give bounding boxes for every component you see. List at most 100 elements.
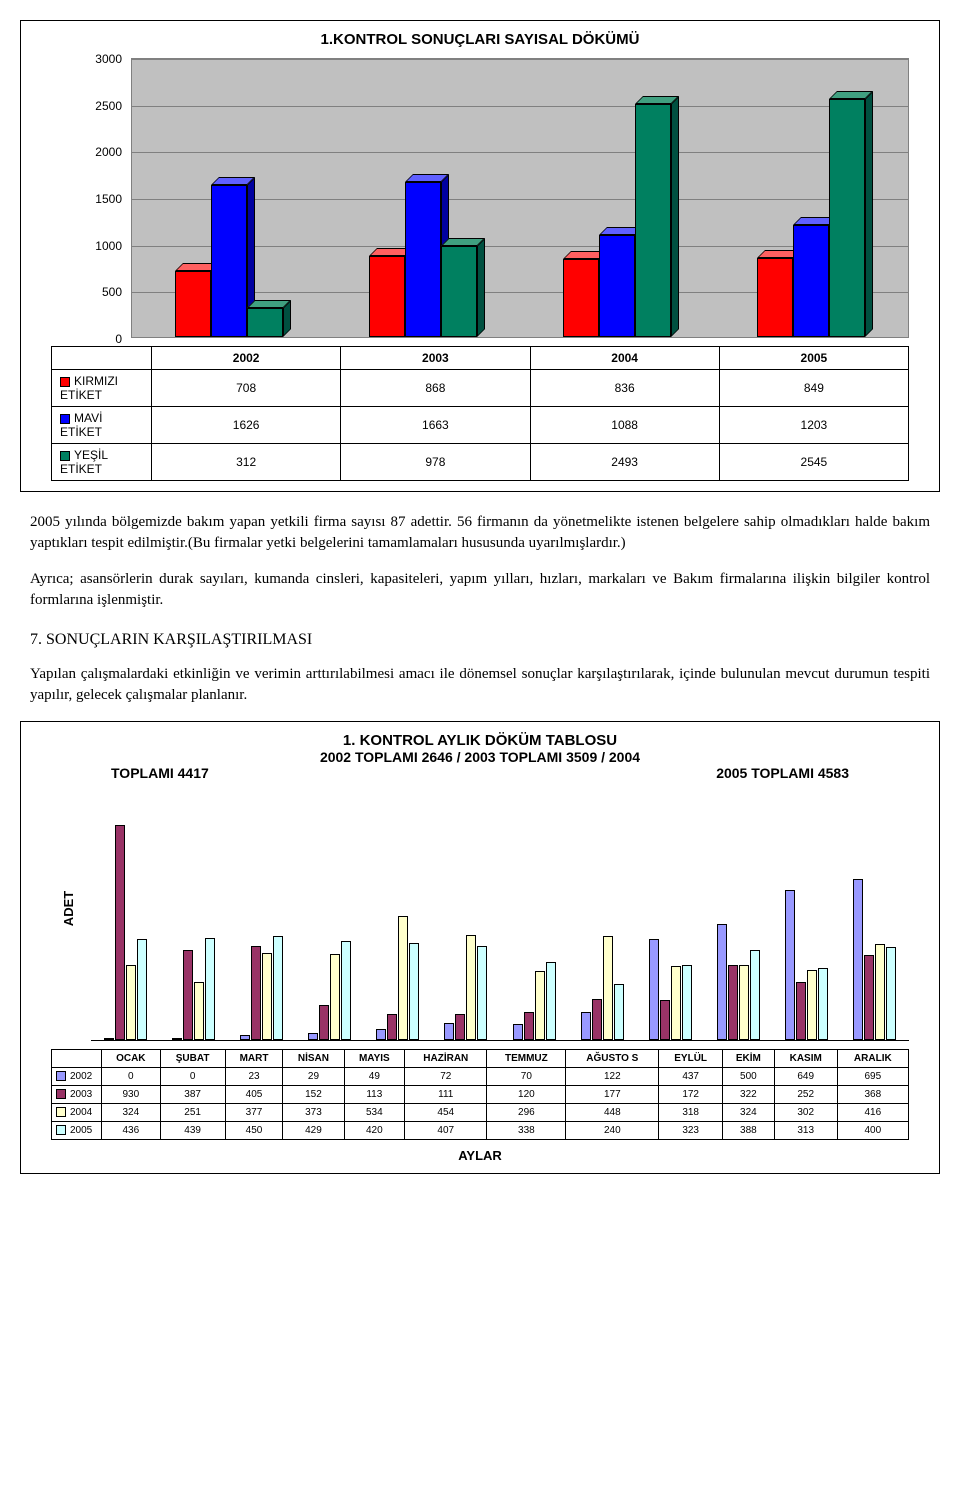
chart2-month-group xyxy=(568,821,636,1040)
chart1-data-table: 2002200320042005KIRMIZI ETİKET7088688368… xyxy=(51,346,909,481)
chart2-container: 1. KONTROL AYLIK DÖKÜM TABLOSU 2002 TOPL… xyxy=(20,721,940,1174)
chart2-bar xyxy=(750,950,760,1040)
chart2-cell: 252 xyxy=(774,1086,837,1104)
chart1-bar xyxy=(175,57,211,337)
chart2-bar xyxy=(864,955,874,1040)
chart2-bar xyxy=(614,984,624,1040)
chart2-cell: 400 xyxy=(837,1122,908,1140)
chart2-bar xyxy=(262,953,272,1040)
chart2-year-label: 2003 xyxy=(70,1089,92,1100)
chart2-month-header: NİSAN xyxy=(283,1050,344,1068)
chart1-year-group xyxy=(714,59,908,337)
chart1-container: 1.KONTROL SONUÇLARI SAYISAL DÖKÜMÜ 05001… xyxy=(20,20,940,492)
chart1-table-year-header: 2004 xyxy=(530,347,719,370)
chart2-bar xyxy=(671,966,681,1040)
chart2-cell: 377 xyxy=(225,1104,283,1122)
paragraph-3: Yapılan çalışmalardaki etkinliğin ve ver… xyxy=(30,664,930,706)
chart2-bar xyxy=(240,1035,250,1040)
chart1-data-row: MAVİ ETİKET1626166310881203 xyxy=(52,407,909,444)
chart2-subtitle-line1: 2002 TOPLAMI 2646 / 2003 TOPLAMI 3509 / … xyxy=(31,749,929,765)
chart2-data-table: OCAKŞUBATMARTNİSANMAYISHAZİRANTEMMUZAĞUS… xyxy=(51,1049,909,1140)
chart2-bar xyxy=(115,825,125,1040)
chart2-cell: 407 xyxy=(405,1122,487,1140)
chart2-bar xyxy=(251,946,261,1040)
chart1-ylabels: 050010001500200025003000 xyxy=(82,59,127,337)
chart2-bar xyxy=(546,962,556,1040)
chart1-bar xyxy=(247,57,283,337)
chart2-bar xyxy=(649,939,659,1040)
chart1-cell: 312 xyxy=(152,444,341,481)
chart2-cell: 437 xyxy=(659,1068,723,1086)
chart1-ytick: 1000 xyxy=(95,239,122,253)
chart2-month-group xyxy=(91,821,159,1040)
chart2-cell: 500 xyxy=(722,1068,774,1086)
chart2-bar xyxy=(603,936,613,1040)
chart2-cell: 324 xyxy=(102,1104,161,1122)
chart2-bar xyxy=(308,1033,318,1040)
chart2-cell: 324 xyxy=(722,1104,774,1122)
chart2-sub-left: TOPLAMI 4417 xyxy=(111,765,209,781)
chart2-cell: 29 xyxy=(283,1068,344,1086)
chart2-data-row: 2002002329497270122437500649695 xyxy=(52,1068,909,1086)
chart1-bar xyxy=(369,57,405,337)
chart2-year-label: 2005 xyxy=(70,1125,92,1136)
chart1-bar xyxy=(757,57,793,337)
chart2-month-header: KASIM xyxy=(774,1050,837,1068)
chart2-bar xyxy=(660,1000,670,1040)
chart2-bar xyxy=(194,982,204,1040)
chart2-cell: 111 xyxy=(405,1086,487,1104)
chart1-cell: 1088 xyxy=(530,407,719,444)
chart2-cell: 172 xyxy=(659,1086,723,1104)
chart2-cell: 368 xyxy=(837,1086,908,1104)
chart2-bar xyxy=(330,954,340,1040)
chart2-bar xyxy=(172,1038,182,1040)
chart2-bar xyxy=(137,939,147,1040)
chart1-row-label: MAVİ ETİKET xyxy=(52,407,152,444)
chart2-bar xyxy=(875,944,885,1040)
chart2-cell: 429 xyxy=(283,1122,344,1140)
chart1-ytick: 2000 xyxy=(95,145,122,159)
chart2-month-header: EKİM xyxy=(722,1050,774,1068)
chart1-cell: 708 xyxy=(152,370,341,407)
chart1-bar xyxy=(829,57,865,337)
chart2-bar xyxy=(376,1029,386,1040)
chart2-bar xyxy=(341,941,351,1040)
chart1-table-year-header: 2005 xyxy=(719,347,908,370)
chart2-month-header: MART xyxy=(225,1050,283,1068)
chart2-subtitle: 2002 TOPLAMI 2646 / 2003 TOPLAMI 3509 / … xyxy=(31,749,929,781)
chart2-cell: 338 xyxy=(487,1122,566,1140)
chart2-cell: 695 xyxy=(837,1068,908,1086)
chart2-cell: 120 xyxy=(487,1086,566,1104)
chart2-cell: 436 xyxy=(102,1122,161,1140)
chart2-bar xyxy=(807,970,817,1040)
chart2-cell: 373 xyxy=(283,1104,344,1122)
chart2-legend-swatch xyxy=(56,1089,66,1099)
chart2-cell: 450 xyxy=(225,1122,283,1140)
chart2-cell: 23 xyxy=(225,1068,283,1086)
chart2-data-row: 2004324251377373534454296448318324302416 xyxy=(52,1104,909,1122)
chart2-bar xyxy=(205,938,215,1040)
chart2-month-header: EYLÜL xyxy=(659,1050,723,1068)
chart2-bar xyxy=(818,968,828,1040)
chart2-row-label: 2004 xyxy=(52,1104,102,1122)
chart2-month-header: HAZİRAN xyxy=(405,1050,487,1068)
chart2-bar xyxy=(853,879,863,1040)
chart2-bar xyxy=(398,916,408,1040)
chart2-bar xyxy=(796,982,806,1040)
chart1-row-label: KIRMIZI ETİKET xyxy=(52,370,152,407)
chart2-sub-right: 2005 TOPLAMI 4583 xyxy=(716,765,849,781)
chart1-title: 1.KONTROL SONUÇLARI SAYISAL DÖKÜMÜ xyxy=(31,31,929,48)
chart1-bar xyxy=(599,57,635,337)
chart1-ytick: 3000 xyxy=(95,52,122,66)
chart1-row-label: YEŞİL ETİKET xyxy=(52,444,152,481)
chart2-table-corner xyxy=(52,1050,102,1068)
chart2-bar xyxy=(466,935,476,1040)
chart2-month-group xyxy=(500,821,568,1040)
chart2-cell: 318 xyxy=(659,1104,723,1122)
chart2-month-group xyxy=(364,821,432,1040)
chart2-bar xyxy=(126,965,136,1040)
chart2-month-header: MAYIS xyxy=(344,1050,405,1068)
chart2-cell: 152 xyxy=(283,1086,344,1104)
chart2-month-header: AĞUSTO S xyxy=(566,1050,659,1068)
chart1-legend-swatch xyxy=(60,377,70,387)
